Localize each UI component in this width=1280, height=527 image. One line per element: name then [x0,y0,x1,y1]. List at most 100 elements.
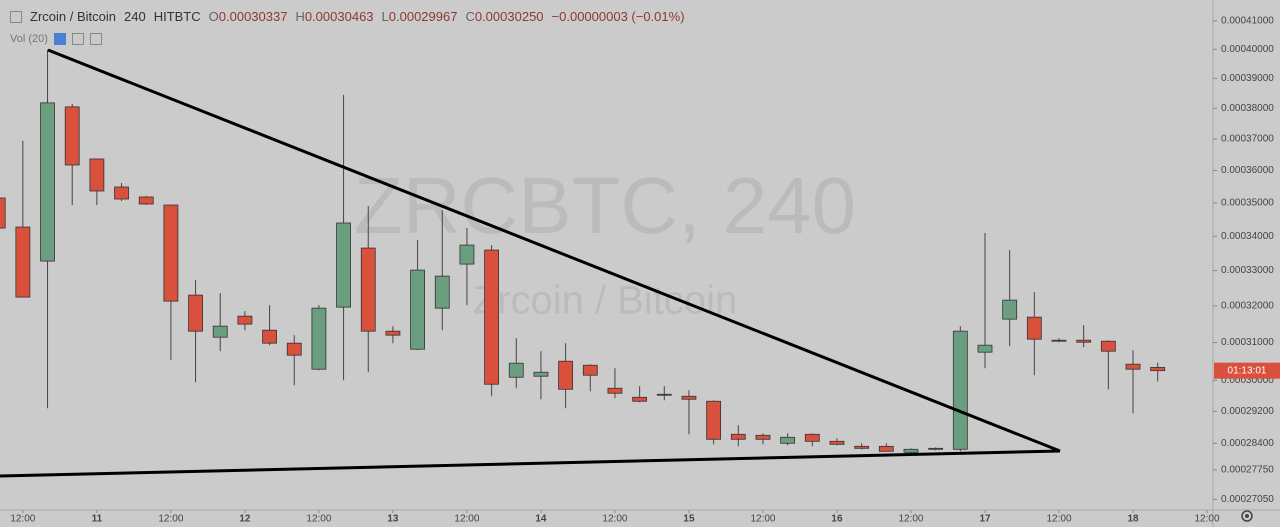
candle-body [434,275,450,309]
candle-body [15,226,31,298]
ohlc-value: 0.00030250 [474,9,544,24]
candle-body [1150,366,1166,372]
candle-body [311,307,327,370]
candle-body [829,440,845,445]
candle-body [286,342,302,356]
candle-body [977,344,993,353]
candle-body [854,445,870,449]
hide-icon[interactable] [53,33,66,45]
y-tick-label: 0.00028400 [1221,438,1274,449]
y-tick-label: 0.00036000 [1221,165,1274,176]
candle-body [730,433,746,440]
ohlc-item: O0.00030337 [209,9,288,24]
settings-icon[interactable] [71,33,84,45]
candle-body [0,197,6,229]
candle-body [212,325,228,338]
candle-body [385,330,401,336]
collapse-icon[interactable] [10,10,22,23]
x-tick-label: 12:00 [1046,514,1071,525]
candle-body [336,222,351,308]
candle-body [410,269,425,350]
candle-body [706,400,722,440]
x-tick-label: 16 [831,514,843,525]
x-tick-label: 12:00 [454,514,479,525]
exchange[interactable]: HITBTC [153,9,201,24]
y-tick-label: 0.00031000 [1221,337,1274,348]
x-tick-label: 18 [1127,514,1139,525]
price-tag [1214,362,1280,379]
candle-body [1002,299,1018,320]
candle-body [459,244,475,265]
x-tick-label: 13 [387,514,399,525]
legend-header: Zrcoin / Bitcoin 240 HITBTC O0.00030337 H… [10,9,685,24]
change: −0.00000003 (−0.01%) [551,9,685,24]
interval[interactable]: 240 [123,9,146,24]
ohlc-item: L0.00029967 [382,9,458,24]
y-tick-label: 0.00035000 [1221,198,1274,209]
x-tick-label: 15 [683,514,695,525]
y-tick-label: 0.00029200 [1221,406,1274,417]
candle-body [582,364,598,376]
indicator-row: Vol (20) [10,33,102,45]
candle-body [952,330,968,450]
candle-body [1100,340,1116,352]
y-tick-label: 0.00033000 [1221,265,1274,276]
remove-icon[interactable] [89,33,102,45]
candle-body [903,448,919,453]
x-tick-label: 12:00 [1195,514,1220,525]
y-tick-label: 0.00040000 [1221,44,1274,55]
candle-body [804,433,820,442]
x-tick-label: 12:00 [158,514,183,525]
candle-body [262,329,277,344]
candle-body [1076,339,1092,343]
ohlc-label: L [381,9,389,24]
x-tick-label: 12:00 [10,514,35,525]
candle-body [1125,363,1141,370]
candle-body [878,445,894,452]
candle-body [188,294,203,332]
candle-body [138,196,154,205]
settings-icon[interactable] [1241,510,1253,522]
candle-body [533,371,549,377]
ohlc-value: 0.00029967 [388,9,458,24]
candle-body [656,393,672,396]
x-tick-label: 12:00 [602,514,627,525]
candle-body [360,247,376,332]
candle-body [928,447,944,450]
symbol[interactable]: Zrcoin / Bitcoin [30,9,116,24]
candle-body [681,395,697,400]
candle-body [558,360,574,390]
candle-body [237,315,253,325]
y-tick-label: 0.00039000 [1221,73,1274,84]
x-tick-label: 14 [535,514,547,525]
candle-body [508,362,524,378]
y-tick-label: 0.00030000 [1221,375,1274,386]
ohlc-value: 0.00030463 [304,9,374,24]
candle-body [1026,316,1042,340]
trendline [0,449,1061,478]
y-tick-label: 0.00027750 [1221,465,1274,476]
x-tick-label: 12:00 [898,514,923,525]
ohlc-label: H [295,9,305,24]
candle-body [40,102,55,262]
candle-body [163,204,179,302]
ohlc-label: C [465,9,475,24]
candle-body [1051,339,1067,342]
y-tick-label: 0.00032000 [1221,301,1274,312]
x-tick-label: 12:00 [750,514,775,525]
ohlc-values: O0.00030337 H0.00030463 L0.00029967 C0.0003… [209,9,544,24]
candle-body [64,106,80,166]
indicator-name[interactable]: Vol (20) [10,33,48,45]
candle-body [607,387,623,394]
y-tick-label: 0.00037000 [1221,134,1274,145]
countdown: 01:13:01 [1228,365,1267,376]
y-tick-label: 0.00041000 [1221,15,1274,26]
candle-body [484,249,500,385]
axes: 0.00041000 0.00040000 0.00039000 0.00038000… [10,15,1280,525]
ohlc-item: H0.00030463 [295,9,373,24]
ohlc-label: O [208,9,219,24]
trendline [47,48,1061,453]
y-tick-label: 0.00038000 [1221,103,1274,114]
y-tick-label: 0.00027050 [1221,494,1274,505]
